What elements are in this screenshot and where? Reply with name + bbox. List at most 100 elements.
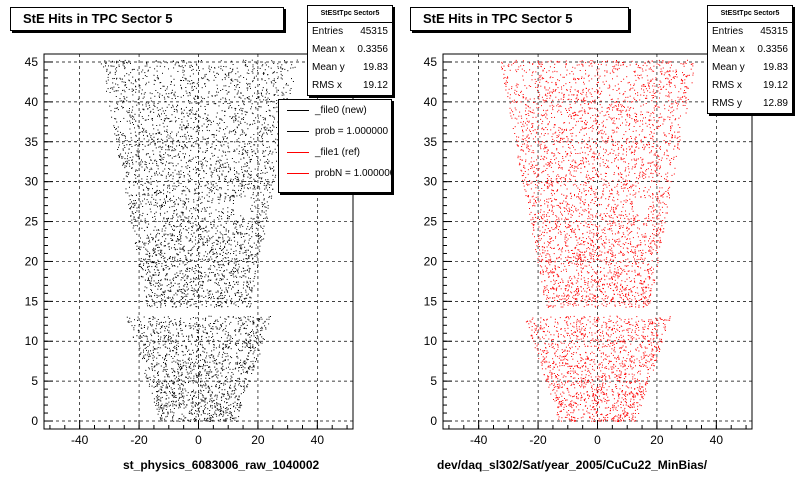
hit-point: [191, 230, 193, 231]
hit-point: [249, 280, 251, 282]
hit-point: [180, 240, 182, 242]
hit-point: [196, 295, 198, 297]
hit-point: [258, 318, 260, 319]
hit-point: [228, 230, 230, 232]
hit-point: [164, 212, 166, 214]
hit-point: [188, 190, 190, 192]
hit-point: [258, 163, 260, 165]
hit-point: [175, 97, 176, 99]
hit-point: [203, 177, 205, 179]
hit-point: [210, 164, 212, 166]
hit-point: [183, 176, 185, 178]
hit-point: [248, 255, 250, 256]
hit-point: [225, 230, 227, 232]
hit-point: [273, 121, 274, 123]
hit-point: [251, 262, 253, 263]
hit-point: [159, 212, 161, 214]
hit-point: [149, 258, 151, 260]
hit-point: [215, 168, 217, 170]
hit-point: [192, 157, 194, 159]
hit-point: [139, 324, 140, 325]
hit-point: [178, 404, 180, 406]
hit-point: [226, 138, 228, 140]
hit-point: [125, 175, 127, 177]
hit-point: [234, 109, 236, 111]
hit-point: [149, 133, 151, 135]
hit-point: [196, 200, 198, 202]
hit-point: [188, 366, 190, 368]
hit-point: [224, 133, 226, 135]
hit-point: [220, 413, 222, 414]
hit-point: [206, 380, 208, 382]
hit-point: [228, 282, 230, 283]
hit-point: [192, 128, 194, 130]
hit-point: [177, 362, 179, 364]
hit-point: [189, 155, 190, 157]
hit-point: [209, 400, 211, 402]
hit-point: [221, 260, 223, 261]
hit-point: [232, 130, 234, 132]
hit-point: [209, 369, 211, 371]
hit-point: [198, 130, 200, 132]
hit-point: [160, 321, 162, 323]
hit-point: [267, 162, 269, 164]
hit-point: [123, 100, 124, 102]
hit-point: [277, 78, 279, 79]
hit-point: [126, 100, 128, 102]
hit-point: [177, 238, 179, 239]
hit-point: [149, 106, 151, 108]
hit-point: [242, 252, 244, 254]
hit-point: [153, 401, 155, 403]
hit-point: [269, 195, 271, 197]
hit-point: [190, 135, 192, 137]
hit-point: [153, 198, 155, 200]
hit-point: [202, 318, 204, 320]
hit-point: [269, 101, 271, 103]
hit-point: [165, 398, 167, 400]
hit-point: [252, 316, 254, 318]
hit-point: [186, 126, 188, 128]
hit-point: [171, 379, 172, 381]
hit-point: [156, 403, 157, 405]
hit-point: [206, 148, 208, 149]
hit-point: [157, 232, 159, 234]
hit-point: [255, 227, 257, 229]
hit-point: [263, 182, 265, 184]
hit-point: [212, 392, 213, 394]
hit-point: [250, 335, 252, 337]
hit-point: [231, 390, 233, 392]
hit-point: [155, 254, 157, 256]
hit-point: [168, 332, 170, 333]
hit-point: [226, 290, 228, 292]
hit-point: [190, 249, 192, 251]
hit-point: [157, 206, 158, 208]
hit-point: [213, 357, 215, 359]
hit-point: [276, 100, 278, 101]
hit-point: [152, 331, 154, 333]
hit-point: [291, 64, 293, 66]
hit-point: [144, 230, 146, 232]
hit-point: [191, 66, 193, 67]
hit-point: [144, 325, 146, 326]
hit-point: [254, 255, 256, 257]
hit-point: [164, 240, 166, 242]
hit-point: [240, 193, 242, 195]
hit-point: [170, 356, 172, 357]
hit-point: [160, 392, 162, 394]
hit-point: [163, 322, 165, 323]
hit-point: [142, 104, 144, 106]
hit-point: [132, 227, 134, 229]
hit-point: [234, 397, 236, 399]
hit-point: [198, 337, 199, 338]
hit-point: [132, 94, 134, 96]
hit-point: [181, 129, 183, 131]
hit-point: [182, 351, 184, 353]
hit-point: [156, 357, 158, 359]
hit-point: [151, 138, 153, 140]
hit-point: [177, 216, 179, 218]
hit-point: [226, 402, 227, 404]
hit-point: [206, 103, 208, 105]
hit-point: [184, 296, 186, 297]
hit-point: [221, 110, 223, 112]
hit-point: [266, 132, 267, 134]
